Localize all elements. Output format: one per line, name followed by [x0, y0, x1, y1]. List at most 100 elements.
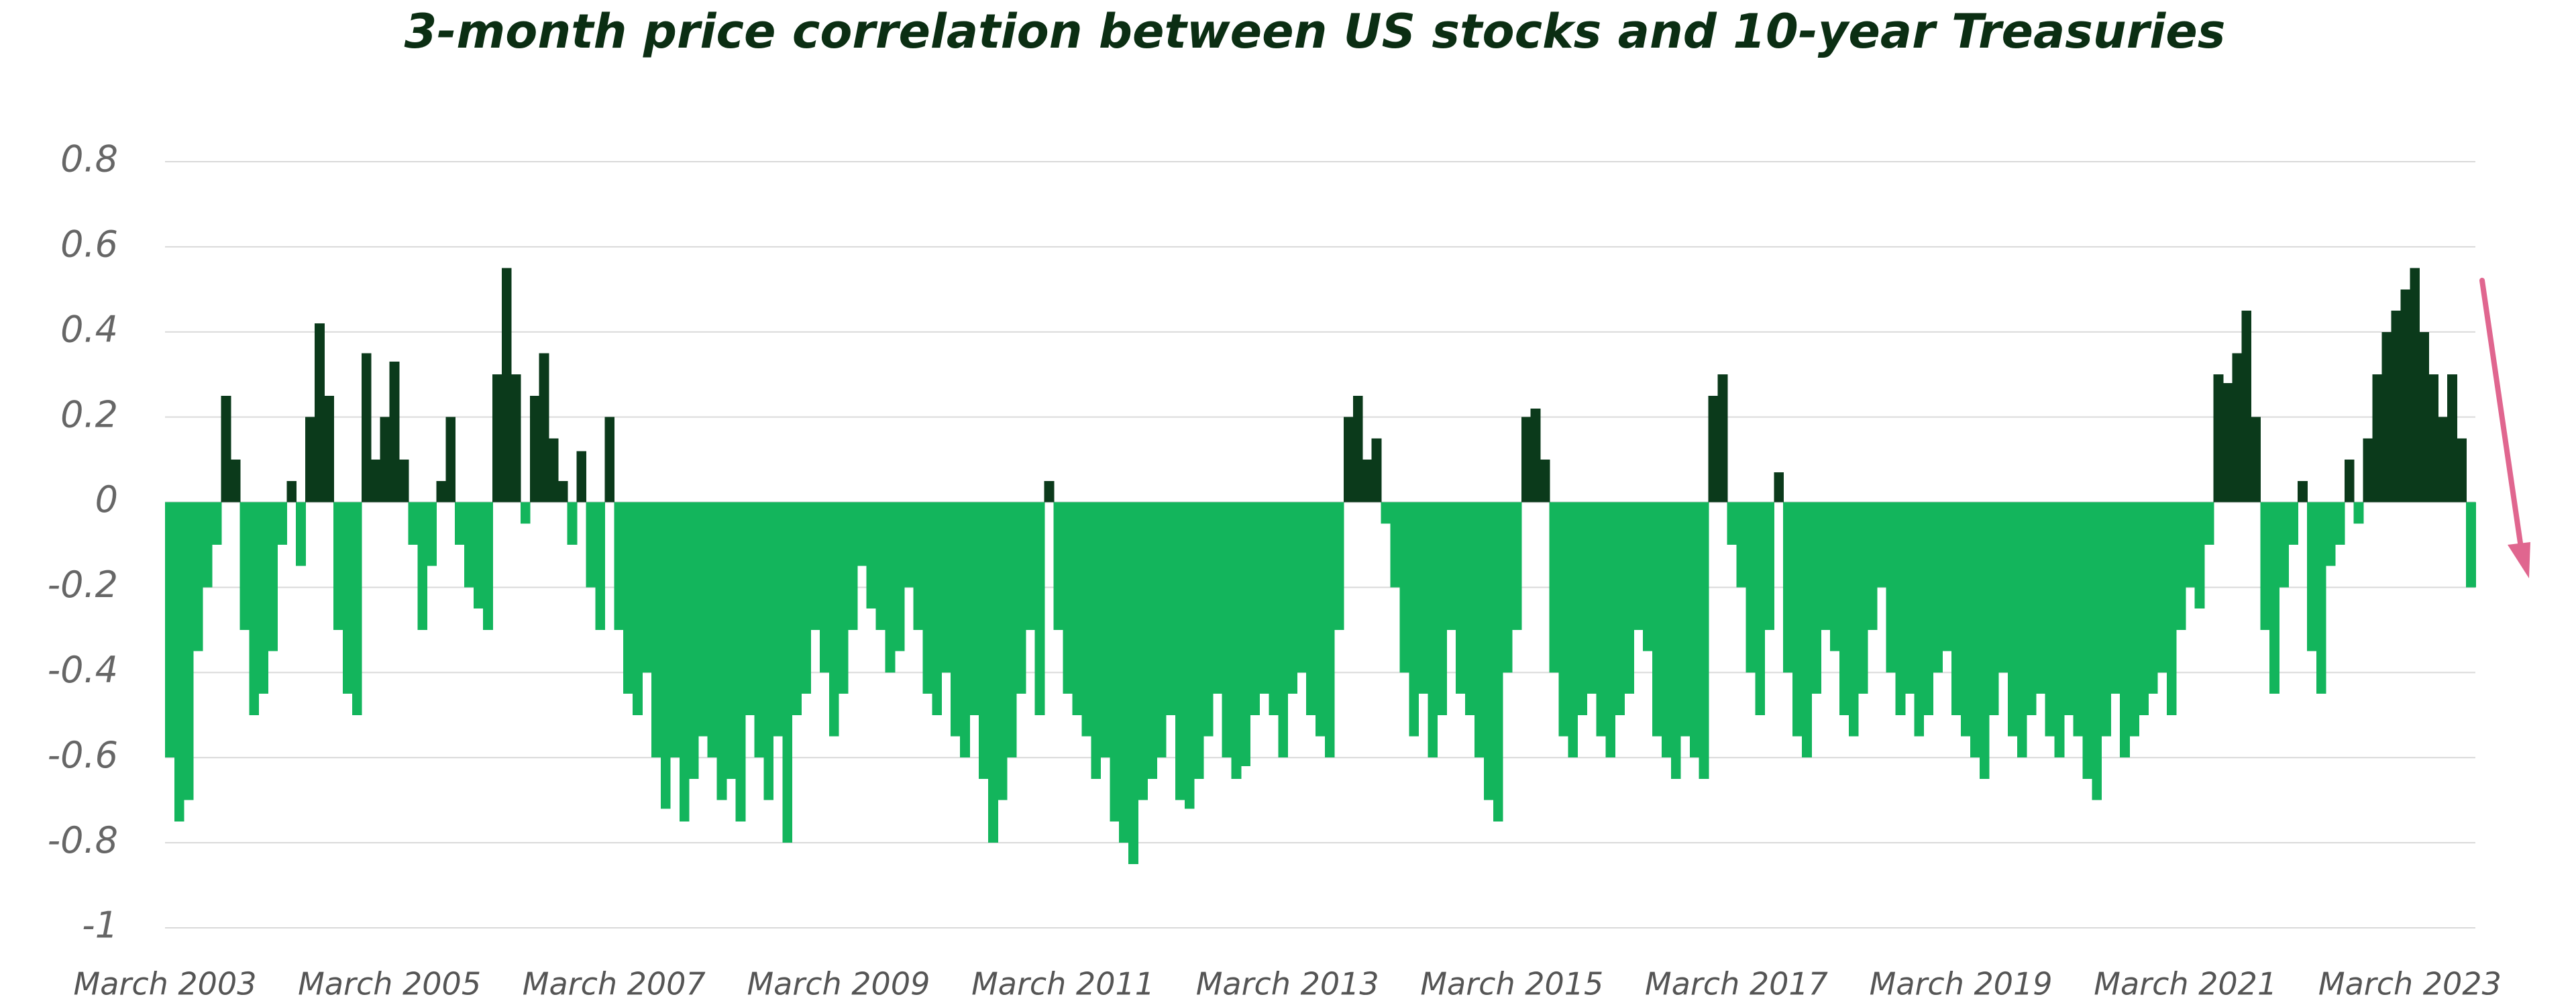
bar — [2447, 374, 2457, 502]
bar — [1446, 502, 1456, 630]
bar — [2372, 374, 2383, 502]
bar — [1156, 502, 1167, 758]
bar — [1063, 502, 1073, 694]
x-tick-label: March 2015 — [1420, 966, 1603, 1002]
bar — [2288, 502, 2298, 545]
bar — [2045, 502, 2055, 737]
bar — [1025, 502, 1036, 630]
bar — [417, 502, 428, 630]
bar — [716, 502, 727, 800]
bar — [1652, 502, 1662, 737]
bar — [548, 438, 559, 502]
bar — [1540, 460, 1550, 502]
bar — [810, 502, 820, 630]
bar — [1783, 502, 1793, 673]
bar — [211, 502, 222, 545]
bar — [1933, 502, 1943, 673]
bar — [464, 502, 474, 588]
bar — [904, 502, 914, 588]
bar — [501, 268, 512, 502]
bar — [754, 502, 765, 758]
bar — [2241, 311, 2252, 502]
bar — [1549, 502, 1560, 673]
bar — [1222, 502, 1232, 758]
bar — [1746, 502, 1756, 673]
bar — [2334, 502, 2345, 545]
bar — [1961, 502, 1971, 737]
bar — [941, 502, 952, 673]
bar — [2222, 382, 2233, 502]
bar — [707, 502, 718, 758]
bar — [1923, 502, 1934, 715]
bar — [277, 502, 288, 545]
bar — [642, 502, 652, 673]
bar — [969, 502, 979, 715]
bar — [370, 460, 381, 502]
bar — [997, 502, 1008, 800]
bar — [782, 502, 793, 843]
y-tick-label: 0 — [95, 478, 118, 521]
bar — [2428, 374, 2439, 502]
bar — [2307, 502, 2317, 651]
bar — [1511, 502, 1522, 630]
x-tick-label: March 2013 — [1196, 966, 1379, 1002]
bar — [2176, 502, 2186, 630]
bar — [2157, 502, 2167, 673]
bar — [1399, 502, 1410, 673]
x-tick-label: March 2009 — [747, 966, 930, 1002]
bar — [2251, 417, 2261, 502]
bar — [1624, 502, 1634, 694]
bar — [520, 502, 531, 524]
bar — [1110, 502, 1120, 822]
bar — [1521, 417, 1532, 502]
bar — [1418, 502, 1429, 694]
bar — [1456, 502, 1466, 694]
bar — [1081, 502, 1092, 737]
bar — [1072, 502, 1083, 715]
bar — [1530, 408, 1541, 502]
bar — [1886, 502, 1896, 673]
bar — [445, 417, 456, 502]
y-tick-label: -1 — [82, 904, 118, 947]
bar — [2120, 502, 2130, 758]
bar — [2017, 502, 2027, 758]
x-tick-label: March 2007 — [523, 966, 706, 1002]
bar — [1643, 502, 1653, 651]
bar — [567, 502, 578, 545]
bar — [511, 374, 521, 502]
bar — [913, 502, 924, 630]
bar — [1474, 502, 1485, 758]
bar — [1820, 502, 1831, 630]
bar — [1727, 502, 1737, 545]
bar — [1942, 502, 1952, 651]
y-tick-label: 0.2 — [60, 393, 118, 435]
arrow-head — [2508, 542, 2530, 578]
bar — [979, 502, 989, 779]
bar — [2082, 502, 2093, 779]
bar — [792, 502, 802, 715]
bar — [828, 502, 839, 737]
bar — [2204, 502, 2214, 545]
bar — [1297, 502, 1307, 673]
bar — [2063, 502, 2074, 715]
x-tick-label: March 2019 — [1870, 966, 2053, 1002]
bar — [1278, 502, 1288, 758]
bar — [324, 395, 334, 502]
bar — [296, 502, 306, 566]
bar — [1343, 417, 1354, 502]
bar — [380, 417, 390, 502]
bar — [875, 502, 886, 630]
bar — [1615, 502, 1625, 715]
bar — [239, 502, 250, 630]
bar — [1689, 502, 1700, 758]
bar — [838, 502, 849, 694]
bar — [1736, 502, 1747, 588]
x-tick-label: March 2023 — [2318, 966, 2502, 1002]
bar — [1839, 502, 1849, 715]
bar — [352, 502, 362, 715]
bar — [885, 502, 896, 673]
bar — [249, 502, 260, 715]
bar — [801, 502, 811, 694]
bar — [557, 480, 568, 502]
bar — [679, 502, 690, 822]
